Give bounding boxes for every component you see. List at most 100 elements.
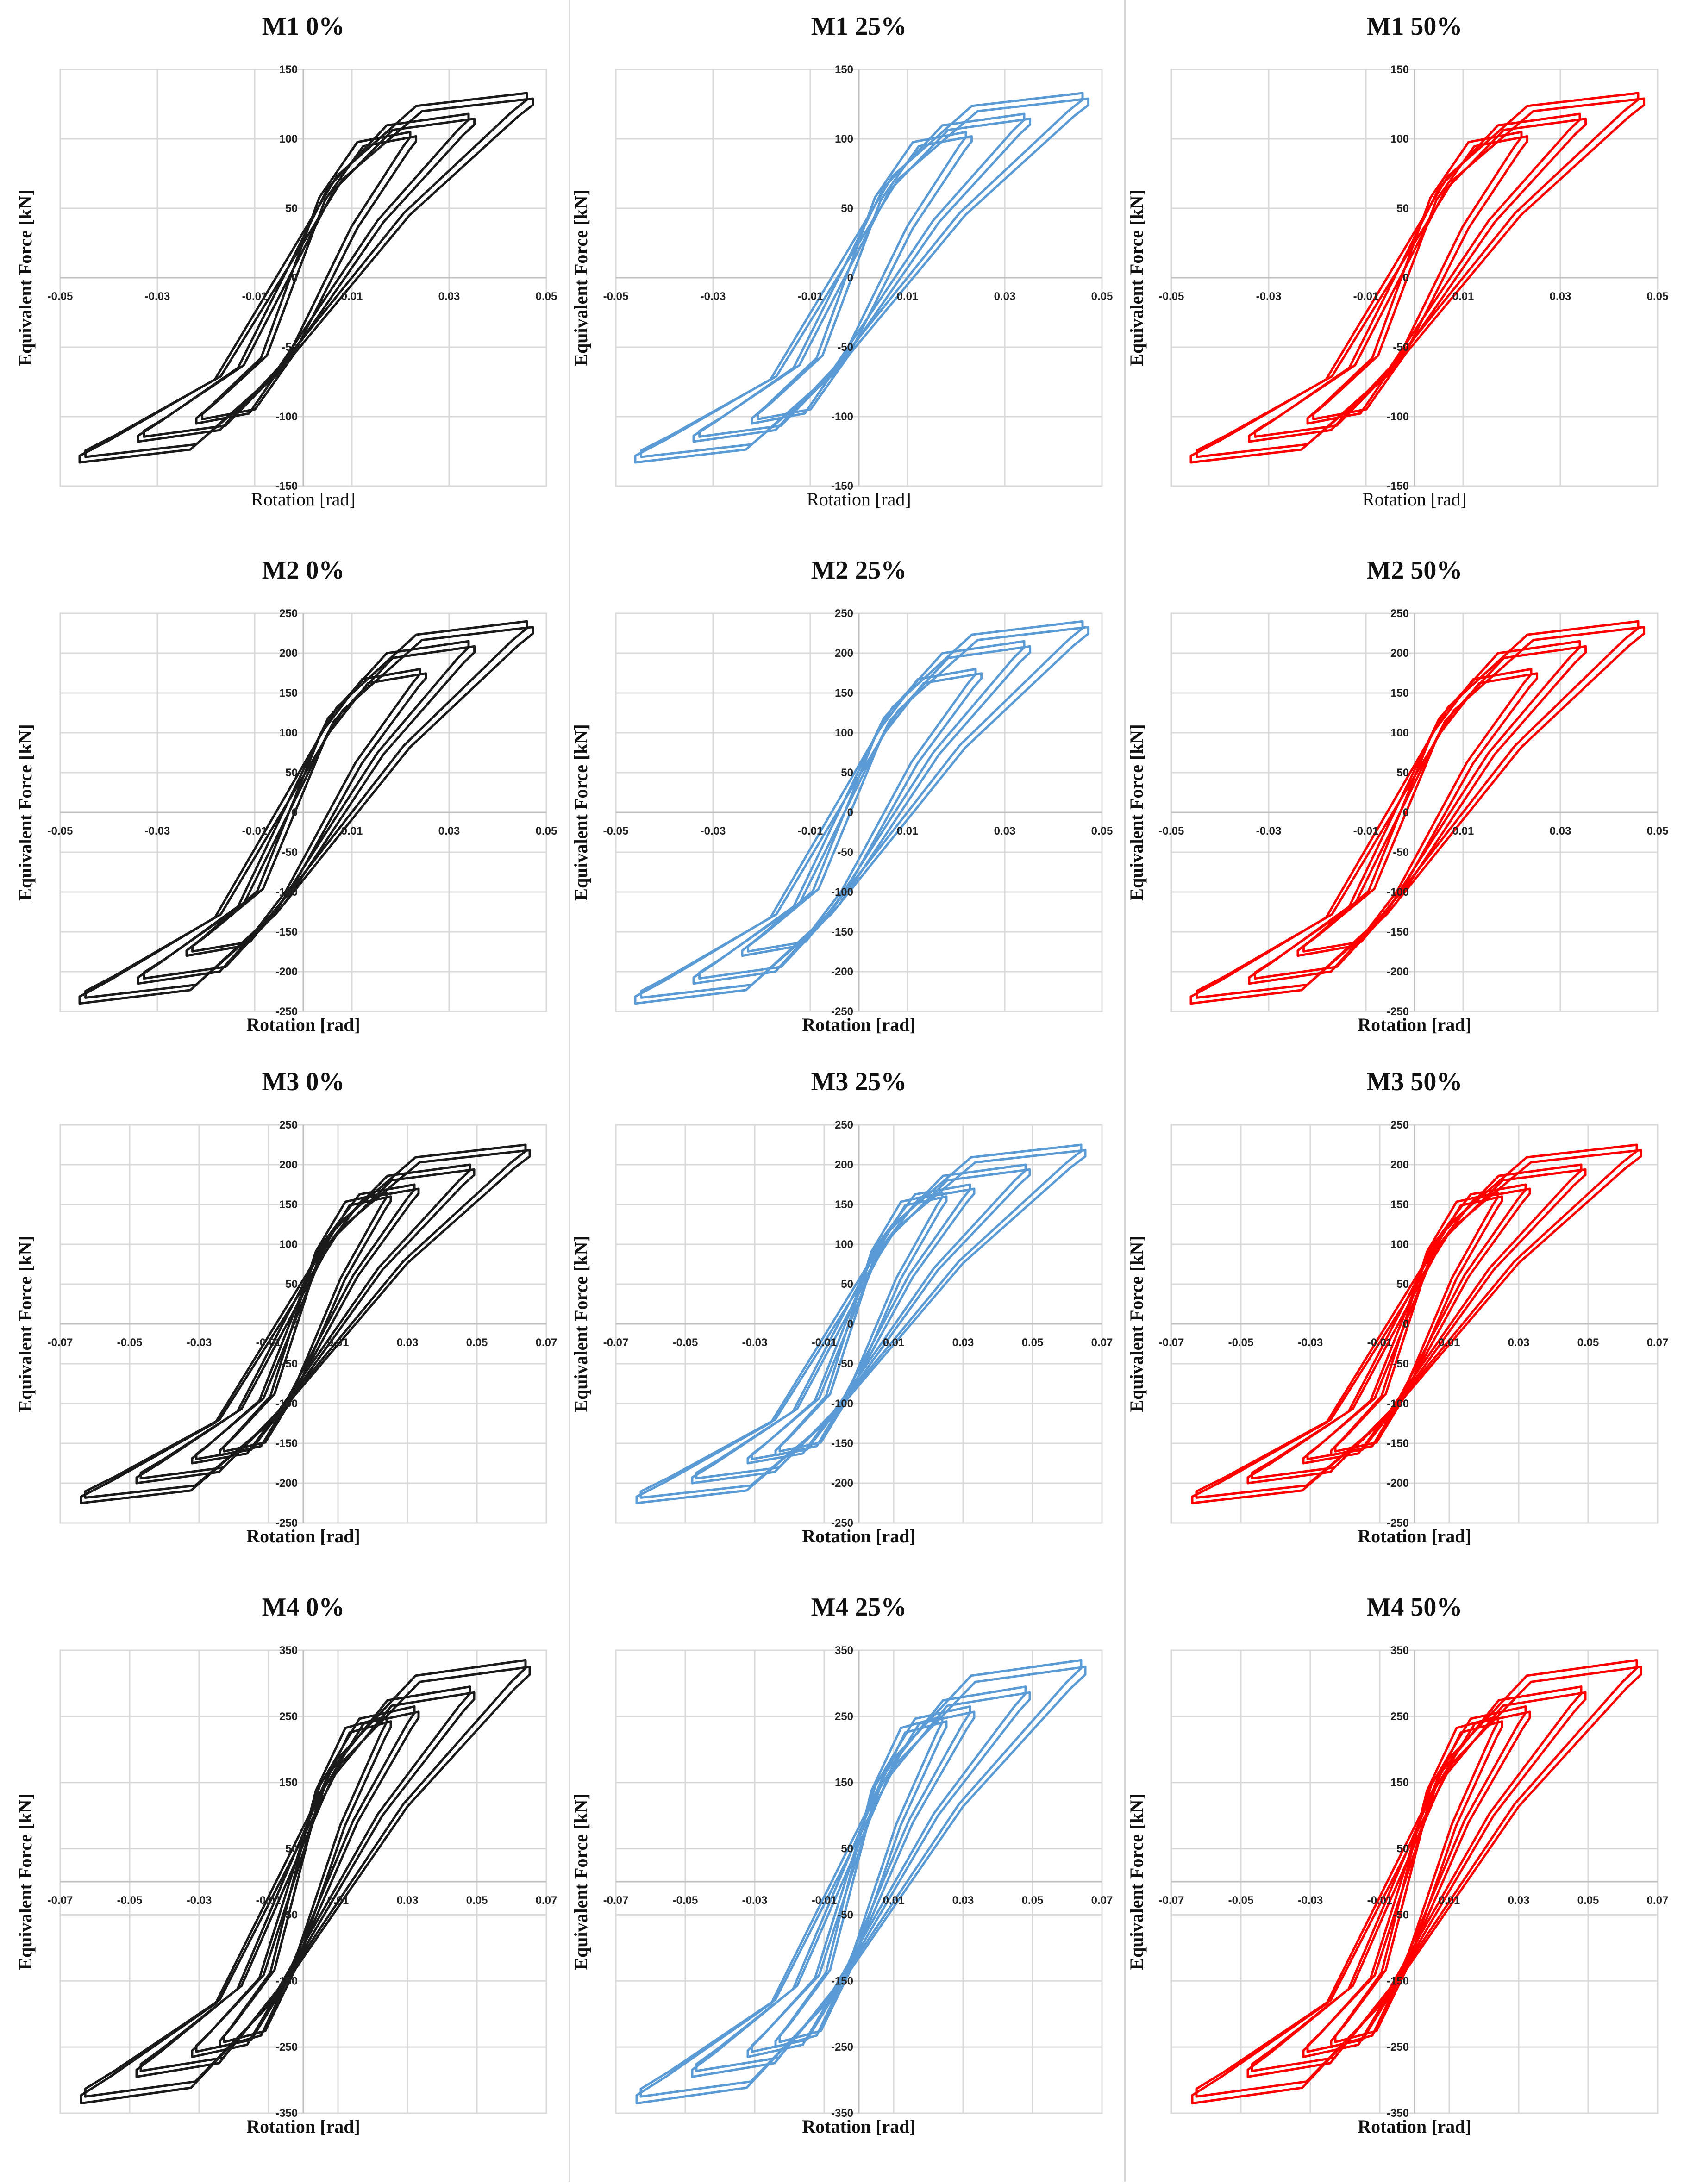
x-tick-label: -0.03 bbox=[742, 1336, 768, 1349]
y-tick-label: 200 bbox=[279, 1159, 298, 1171]
x-tick-label: -0.03 bbox=[145, 825, 170, 837]
chart-m1-25pct: -150 -100 -50 0 50 100 150 -0.05 -0.03 -0.01 0.01 0… bbox=[570, 12, 1113, 510]
y-tick-label: -50 bbox=[1393, 1909, 1409, 1921]
y-tick-label: 350 bbox=[279, 1644, 298, 1657]
x-tick-label: 0.05 bbox=[1091, 290, 1113, 303]
hysteresis-cycle-2 bbox=[692, 112, 1026, 443]
y-tick-label: 100 bbox=[279, 727, 298, 739]
y-tick-label: -150 bbox=[1387, 480, 1409, 493]
y-tick-label: -250 bbox=[1387, 1005, 1409, 1018]
chart-title: M3 0% bbox=[262, 1067, 345, 1096]
chart-title: M1 50% bbox=[1367, 12, 1463, 41]
hysteresis-cycle-4 bbox=[1195, 1666, 1642, 2098]
x-tick-label: 0.05 bbox=[466, 1894, 488, 1907]
hysteresis-cycle-2 bbox=[746, 1183, 971, 1465]
y-tick-label: -100 bbox=[831, 411, 853, 423]
x-tick-label: -0.01 bbox=[256, 1894, 282, 1907]
y-tick-label: 0 bbox=[1403, 1318, 1409, 1330]
y-tick-label: -150 bbox=[831, 1975, 853, 1987]
x-axis-label: Rotation [rad] bbox=[1358, 1014, 1471, 1035]
hysteresis-cycle-2 bbox=[1302, 1705, 1527, 2059]
hysteresis-cycle-1 bbox=[195, 131, 412, 425]
x-tick-label: 0.01 bbox=[1452, 290, 1474, 303]
chart-title: M3 25% bbox=[811, 1067, 907, 1096]
y-axis-label: Equivalent Force [kN] bbox=[1126, 1793, 1147, 1970]
x-tick-label: 0.07 bbox=[536, 1894, 557, 1907]
y-tick-label: 50 bbox=[841, 767, 853, 779]
y-tick-label: 100 bbox=[279, 1238, 298, 1251]
y-tick-label: 50 bbox=[285, 767, 298, 779]
x-tick-label: -0.03 bbox=[1256, 825, 1282, 837]
x-tick-label: -0.03 bbox=[187, 1336, 212, 1349]
y-tick-label: 150 bbox=[835, 1777, 853, 1789]
y-tick-label: -200 bbox=[831, 966, 853, 978]
y-tick-label: -50 bbox=[282, 341, 298, 354]
y-tick-label: -150 bbox=[831, 1437, 853, 1450]
x-tick-label: -0.05 bbox=[603, 825, 629, 837]
x-axis-label: Rotation [rad] bbox=[251, 489, 356, 510]
y-tick-label: -50 bbox=[282, 1909, 298, 1921]
y-tick-label: -200 bbox=[831, 1477, 853, 1490]
x-tick-label: 0.03 bbox=[1550, 290, 1571, 303]
y-axis-label: Equivalent Force [kN] bbox=[570, 1793, 591, 1970]
y-tick-label: 150 bbox=[1390, 63, 1409, 76]
y-tick-label: 200 bbox=[835, 1159, 853, 1171]
x-tick-label: -0.05 bbox=[1228, 1336, 1254, 1349]
y-tick-label: -200 bbox=[275, 966, 298, 978]
x-tick-label: -0.03 bbox=[1298, 1894, 1323, 1907]
y-tick-label: -50 bbox=[1393, 1358, 1409, 1370]
x-tick-label: -0.01 bbox=[1367, 1894, 1393, 1907]
column-divider-1 bbox=[569, 0, 570, 2182]
y-tick-label: -100 bbox=[831, 886, 853, 899]
x-tick-label: -0.01 bbox=[1353, 290, 1379, 303]
x-tick-label: 0.03 bbox=[397, 1336, 419, 1349]
x-tick-label: 0.03 bbox=[1550, 825, 1571, 837]
hysteresis-cycle-2 bbox=[137, 640, 470, 985]
y-axis-label: Equivalent Force [kN] bbox=[570, 189, 591, 366]
y-tick-label: 50 bbox=[1396, 767, 1409, 779]
y-tick-label: 250 bbox=[1390, 1710, 1409, 1723]
y-tick-label: -100 bbox=[831, 1398, 853, 1410]
x-tick-label: 0.01 bbox=[341, 290, 363, 303]
y-tick-label: 50 bbox=[1396, 1843, 1409, 1855]
y-tick-label: -100 bbox=[1387, 411, 1409, 423]
x-tick-label: -0.03 bbox=[742, 1894, 768, 1907]
x-tick-label: -0.01 bbox=[1367, 1336, 1393, 1349]
y-tick-label: 0 bbox=[292, 272, 298, 284]
y-tick-label: -250 bbox=[831, 1517, 853, 1529]
y-tick-label: 250 bbox=[835, 607, 853, 620]
x-axis-label: Rotation [rad] bbox=[1358, 1526, 1471, 1547]
x-tick-label: -0.05 bbox=[1159, 825, 1184, 837]
x-tick-label: 0.05 bbox=[1647, 290, 1669, 303]
hysteresis-cycle-4 bbox=[635, 1659, 1083, 2105]
y-tick-label: 150 bbox=[279, 1777, 298, 1789]
hysteresis-cycle-2 bbox=[137, 112, 470, 443]
y-tick-label: 250 bbox=[835, 1710, 853, 1723]
y-tick-label: 50 bbox=[841, 202, 853, 215]
hysteresis-cycle-1 bbox=[1312, 135, 1529, 421]
y-tick-label: 50 bbox=[285, 1278, 298, 1291]
y-tick-label: 200 bbox=[1390, 1159, 1409, 1171]
x-tick-label: 0.03 bbox=[1508, 1894, 1530, 1907]
x-tick-label: 0.05 bbox=[536, 290, 557, 303]
hysteresis-cycle-2 bbox=[751, 1710, 976, 2053]
hysteresis-cycle-2 bbox=[1254, 645, 1587, 980]
x-tick-label: -0.03 bbox=[1298, 1336, 1323, 1349]
x-tick-label: 0.03 bbox=[952, 1336, 974, 1349]
hysteresis-cycle-1 bbox=[201, 135, 418, 421]
x-tick-label: -0.07 bbox=[1159, 1336, 1184, 1349]
x-axis-label: Rotation [rad] bbox=[802, 1526, 916, 1547]
x-tick-label: -0.03 bbox=[701, 290, 726, 303]
x-tick-label: -0.03 bbox=[1256, 290, 1282, 303]
x-tick-label: -0.05 bbox=[48, 290, 73, 303]
x-tick-label: 0.03 bbox=[994, 825, 1016, 837]
y-tick-label: 100 bbox=[279, 133, 298, 145]
chart-title: M2 0% bbox=[262, 556, 345, 585]
hysteresis-cycle-3 bbox=[691, 1163, 1027, 1485]
y-tick-label: 0 bbox=[292, 1318, 298, 1330]
y-axis-label: Equivalent Force [kN] bbox=[15, 724, 36, 900]
x-tick-label: 0.03 bbox=[438, 825, 460, 837]
y-tick-label: -150 bbox=[275, 1437, 298, 1450]
y-tick-label: 350 bbox=[1390, 1644, 1409, 1657]
chart-m4-25pct: -350 -250 -150 -50 50 150 250 350 -0.07 -0.05 -0.0… bbox=[570, 1593, 1113, 2137]
